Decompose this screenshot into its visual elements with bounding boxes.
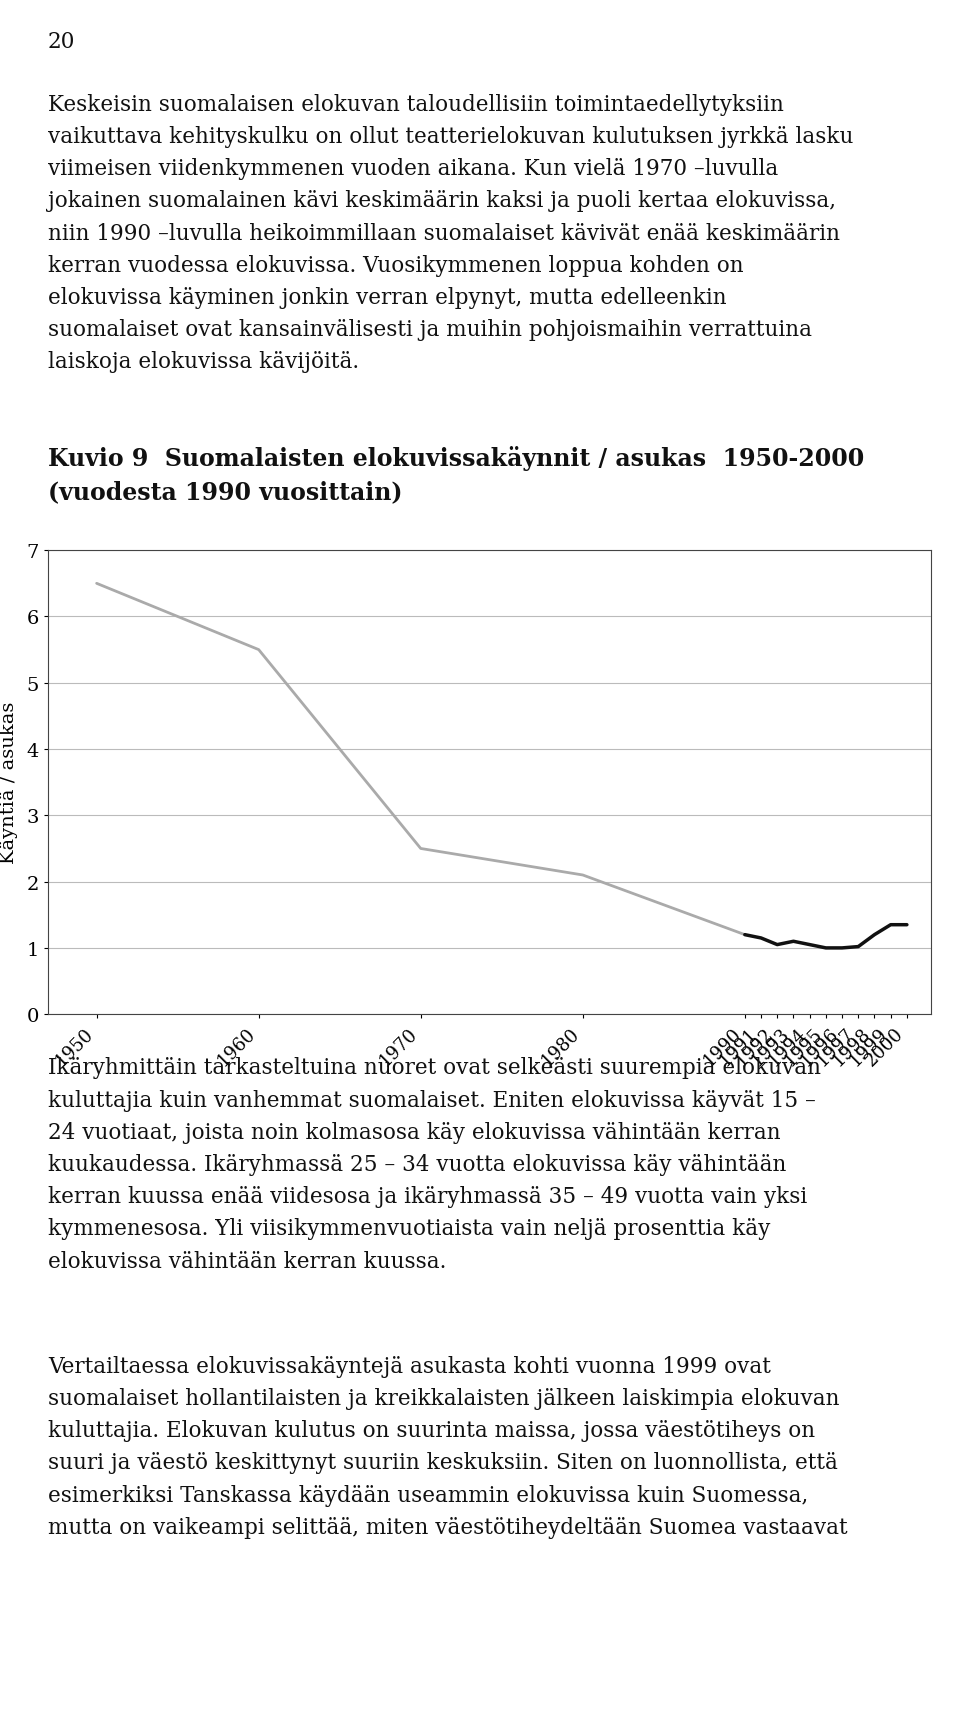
Text: Keskeisin suomalaisen elokuvan taloudellisiin toimintaedellytyksiin
vaikuttava k: Keskeisin suomalaisen elokuvan taloudell… (48, 94, 853, 374)
Text: Kuvio 9  Suomalaisten elokuvissakäynnit / asukas  1950-2000
(vuodesta 1990 vuosi: Kuvio 9 Suomalaisten elokuvissakäynnit /… (48, 446, 864, 504)
Text: Ikäryhmittäin tarkasteltuina nuoret ovat selkeästi suurempia elokuvan
kuluttajia: Ikäryhmittäin tarkasteltuina nuoret ovat… (48, 1058, 821, 1272)
Y-axis label: Käyntiä / asukas: Käyntiä / asukas (0, 701, 18, 864)
Text: 20: 20 (48, 31, 76, 53)
Text: Vertailtaessa elokuvissakäyntejä asukasta kohti vuonna 1999 ovat
suomalaiset hol: Vertailtaessa elokuvissakäyntejä asukast… (48, 1356, 848, 1537)
